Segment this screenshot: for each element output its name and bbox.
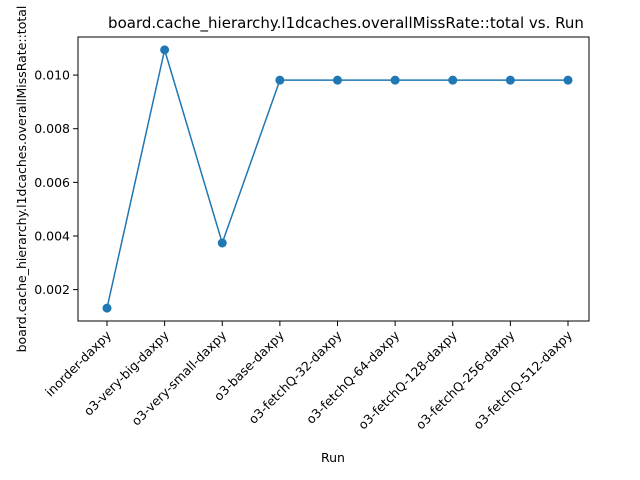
y-tick-label: 0.006 (34, 175, 70, 190)
data-point (390, 75, 400, 85)
data-point (160, 45, 170, 55)
data-point (333, 75, 342, 85)
y-axis: 0.002 0.004 0.006 0.008 0.010 (34, 68, 78, 297)
data-point (102, 303, 112, 313)
y-tick-label: 0.004 (34, 228, 70, 243)
x-tick-label: o3-fetchQ-128-daxpy (355, 327, 460, 432)
data-point (448, 75, 458, 85)
data-point (217, 238, 227, 248)
y-tick-label: 0.008 (34, 121, 70, 136)
chart-title: board.cache_hierarchy.l1dcaches.overallM… (108, 14, 584, 33)
x-tick-label: o3-fetchQ-512-daxpy (470, 327, 575, 432)
x-tick-label: o3-fetchQ-64-daxpy (303, 327, 403, 427)
series-line (106, 46, 568, 309)
plot-area (102, 45, 573, 313)
y-tick-label: 0.002 (34, 282, 70, 297)
data-point (505, 75, 515, 85)
x-axis-title: Run (321, 450, 345, 465)
data-point (563, 75, 573, 85)
y-axis-title: board.cache_hierarchy.l1dcaches.overallM… (14, 6, 29, 353)
x-tick-label: o3-fetchQ-32-daxpy (245, 327, 345, 427)
y-tick-label: 0.010 (34, 68, 70, 83)
plot-frame (77, 36, 590, 322)
x-tick-label: o3-fetchQ-256-daxpy (413, 327, 518, 432)
x-tick-label: o3-very-small-daxpy (128, 327, 229, 428)
data-point (275, 75, 285, 85)
x-axis: inorder-daxpyo3-very-big-daxpyo3-very-sm… (42, 321, 576, 432)
